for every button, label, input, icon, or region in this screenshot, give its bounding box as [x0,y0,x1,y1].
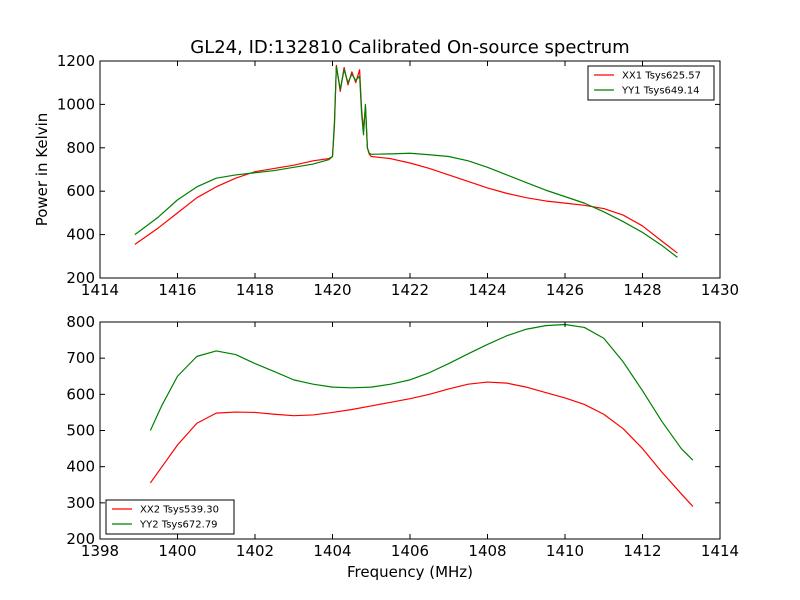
x-tick-label: 1400 [158,542,196,560]
chart-panel-1: 1414 1416 1418 1420 1422 1424 1426 1428 1430 200 4… [33,52,739,299]
y-axis-label: Power in Kelvin [33,113,51,227]
legend-entry-label: YY1 Tsys649.14 [621,86,700,97]
y-tick-label: 600 [66,385,95,403]
x-tick-label: 1408 [468,542,506,560]
x-tick-label: 1412 [623,542,661,560]
series-line-2-2 [149,323,694,461]
y-tick-label: 800 [66,139,95,157]
x-tick-label: 1398 [81,542,119,560]
y-tick-label: 700 [66,349,95,367]
x-tick-label: 1428 [623,281,661,299]
x-tick-label: 1420 [313,281,351,299]
x-axis-label: Frequency (MHz) [347,563,473,581]
y-tick-label: 300 [66,494,95,512]
y-tick-label: 500 [66,422,95,440]
x-tick-label: 1418 [236,281,274,299]
legend-entry-label: XX2 Tsys539.30 [140,505,219,516]
series-line-2-1 [149,381,694,507]
chart-panels: 1414 1416 1418 1420 1422 1424 1426 1428 1430 200 4… [33,52,739,581]
y-tick-label: 200 [66,269,95,287]
x-tick-label: 1424 [468,281,506,299]
legend-box [105,499,235,535]
series-line-1-2 [134,65,678,258]
legend-box [587,65,715,101]
y-tick-label: 800 [66,313,95,331]
chart-panel-2: 1398 1400 1402 1404 1406 1408 1410 1412 1414 200 3… [66,313,739,581]
x-tick-label: 1414 [701,542,739,560]
y-tick-label: 200 [66,530,95,548]
x-tick-label: 1430 [701,281,739,299]
x-tick-label: 1426 [546,281,584,299]
x-tick-label: 1404 [313,542,351,560]
x-tick-label: 1422 [391,281,429,299]
y-tick-label: 1000 [57,95,95,113]
legend-entry-label: YY2 Tsys672.79 [139,520,218,531]
x-tick-label: 1406 [391,542,429,560]
y-tick-label: 1200 [57,52,95,70]
legend-1: XX1 Tsys625.57 YY1 Tsys649.14 [587,65,715,101]
y-tick-label: 400 [66,458,95,476]
legend-2: XX2 Tsys539.30 YY2 Tsys672.79 [105,499,235,535]
legend-entry-label: XX1 Tsys625.57 [622,71,701,82]
y-tick-label: 600 [66,182,95,200]
chart-title: GL24, ID:132810 Calibrated On-source spe… [190,37,629,58]
x-tick-label: 1414 [81,281,119,299]
y-tick-label: 400 [66,226,95,244]
x-tick-label: 1410 [546,542,584,560]
x-tick-label: 1416 [158,281,196,299]
x-tick-label: 1402 [236,542,274,560]
